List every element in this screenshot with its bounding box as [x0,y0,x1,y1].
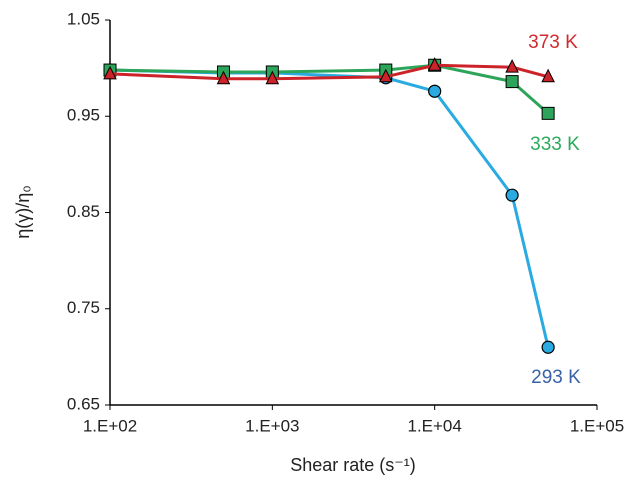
x-tick-label: 1.E+05 [570,416,624,435]
series-label: 333 K [530,134,580,155]
marker [541,68,555,83]
marker [265,70,280,85]
series-label: 293 K [531,367,581,388]
y-tick-label: 0.75 [67,298,100,317]
marker [103,65,117,80]
series-line [109,68,550,348]
marker [505,188,519,202]
series-label: 373 K [528,32,578,53]
marker [216,70,231,85]
marker [541,340,555,354]
x-axis-label: Shear rate (s⁻¹) [290,455,416,475]
marker [428,84,442,98]
x-tick-label: 1.E+02 [83,416,137,435]
marker [378,68,393,83]
x-tick-label: 1.E+04 [407,416,461,435]
y-tick-label: 0.65 [67,394,100,413]
marker [505,75,519,89]
y-tick-label: 0.85 [67,202,100,221]
y-axis-label: η(γ)/η₀ [13,185,33,238]
y-tick-label: 0.95 [67,106,100,125]
x-tick-label: 1.E+03 [245,416,299,435]
marker [541,106,555,120]
y-tick-label: 1.05 [67,9,100,28]
marker [505,59,519,73]
series-line [109,63,550,115]
marker [427,57,442,71]
